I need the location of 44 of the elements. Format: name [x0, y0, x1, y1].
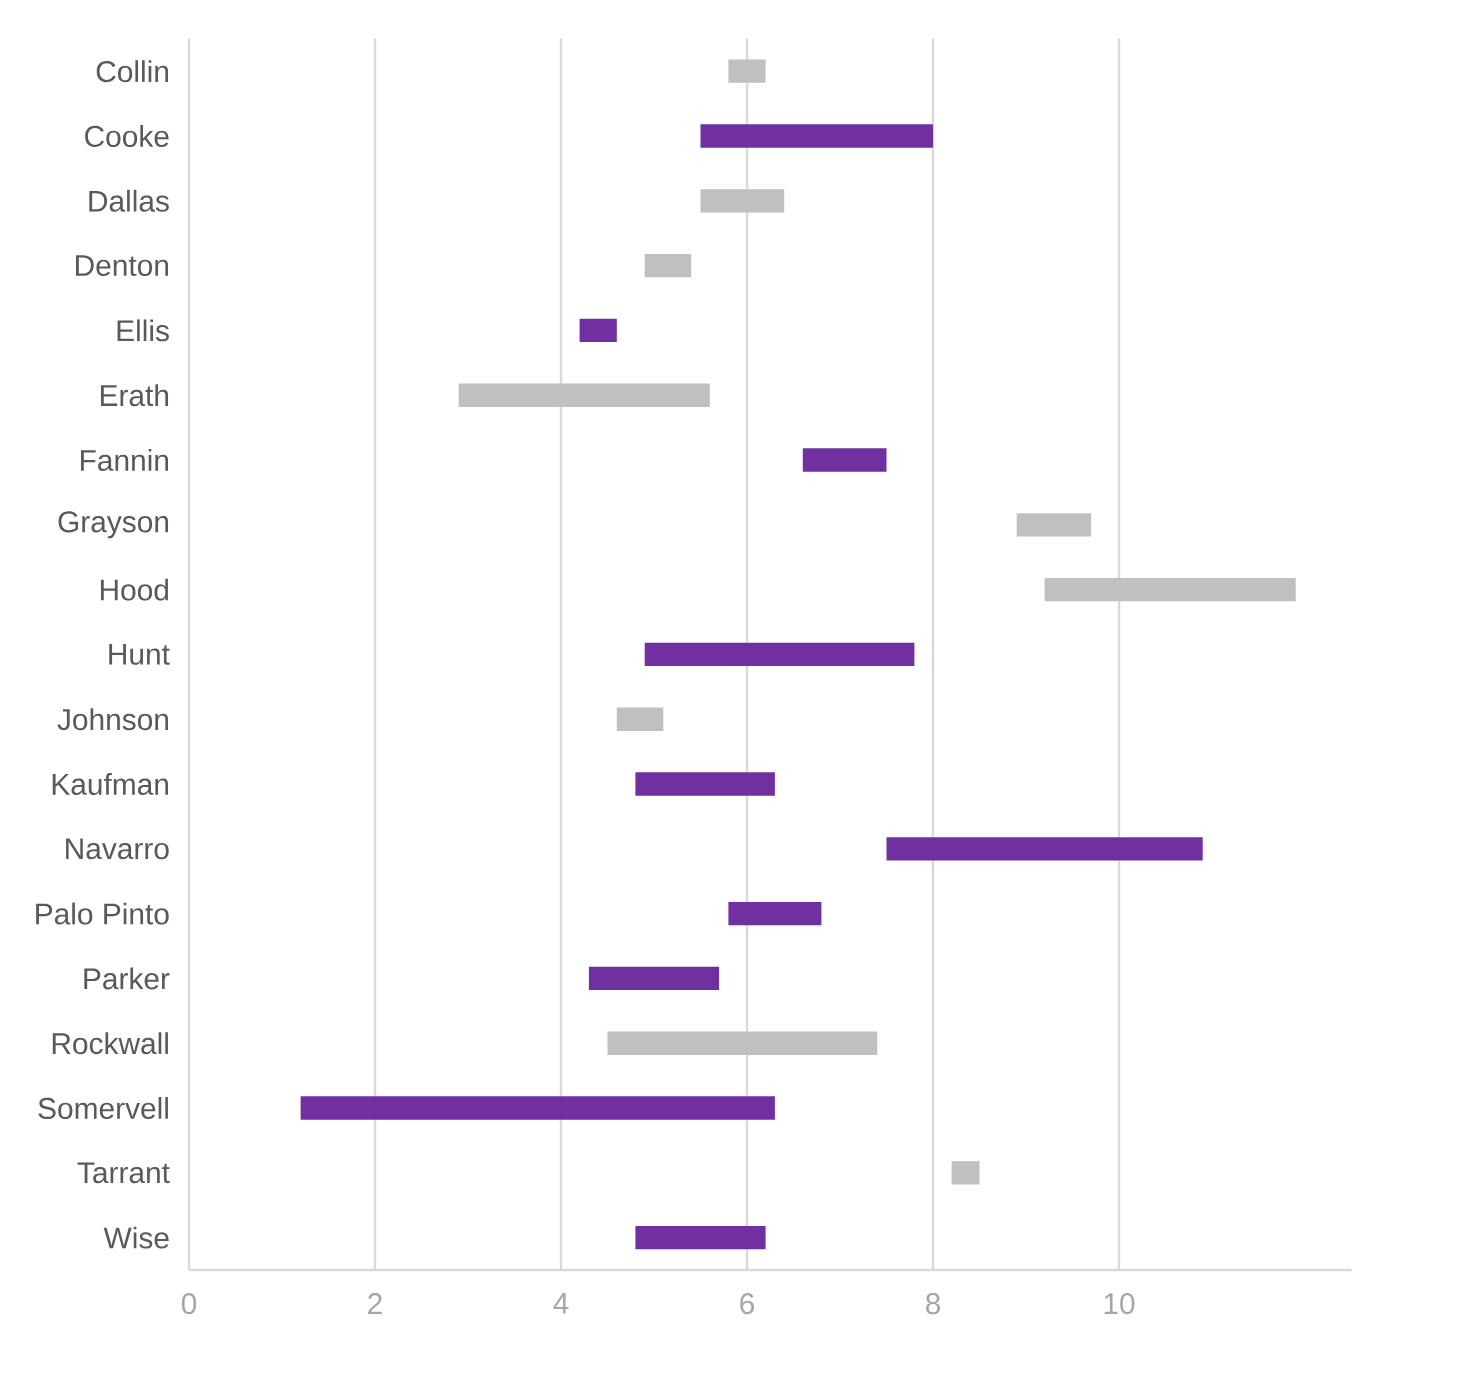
- bar: [700, 189, 785, 213]
- y-tick-label: Palo Pinto: [36, 902, 169, 925]
- bar: [616, 707, 664, 731]
- bar: [802, 448, 887, 472]
- bar: [458, 383, 710, 407]
- y-tick-label: Erath: [100, 384, 169, 407]
- bar: [607, 1031, 878, 1055]
- y-tick-label: Grayson: [58, 511, 169, 539]
- x-tick-label: 6: [740, 1293, 755, 1315]
- bar: [728, 59, 766, 83]
- bar: [1016, 513, 1092, 537]
- bar: [635, 772, 775, 796]
- bar: [728, 901, 822, 926]
- y-tick-label: Cooke: [85, 125, 169, 147]
- y-tick-label: Fannin: [81, 449, 169, 471]
- bar: [700, 124, 934, 148]
- y-tick-label: Kaufman: [52, 773, 169, 795]
- y-tick-label: Tarrant: [77, 1162, 170, 1184]
- y-tick-label: Somervell: [38, 1097, 168, 1119]
- x-tick-label: 0: [181, 1293, 197, 1315]
- bar: [588, 966, 720, 991]
- y-tick-label: Hood: [100, 578, 169, 601]
- y-tick-label: Navarro: [66, 838, 169, 860]
- bar: [951, 1161, 980, 1185]
- x-tick-label: 2: [368, 1293, 382, 1314]
- y-tick-label: Hunt: [109, 643, 170, 665]
- y-tick-label: Wise: [103, 1226, 169, 1249]
- x-tick-label: 10: [1104, 1293, 1135, 1315]
- bar: [644, 642, 915, 667]
- bar: [635, 1225, 766, 1250]
- bar: [644, 253, 692, 278]
- x-tick-label: 8: [926, 1293, 941, 1315]
- bar: [1044, 577, 1296, 602]
- bar: [886, 837, 1203, 861]
- x-tick-label: 4: [553, 1293, 569, 1314]
- y-tick-label: Dallas: [89, 189, 169, 212]
- y-tick-label: Johnson: [57, 708, 169, 731]
- y-tick-label: Collin: [96, 60, 168, 83]
- y-tick-label: Rockwall: [52, 1032, 168, 1055]
- bar: [579, 318, 617, 343]
- y-tick-label: Denton: [76, 255, 169, 277]
- y-tick-label: Parker: [84, 967, 170, 990]
- bar: [300, 1096, 775, 1120]
- y-tick-label: Ellis: [117, 319, 169, 342]
